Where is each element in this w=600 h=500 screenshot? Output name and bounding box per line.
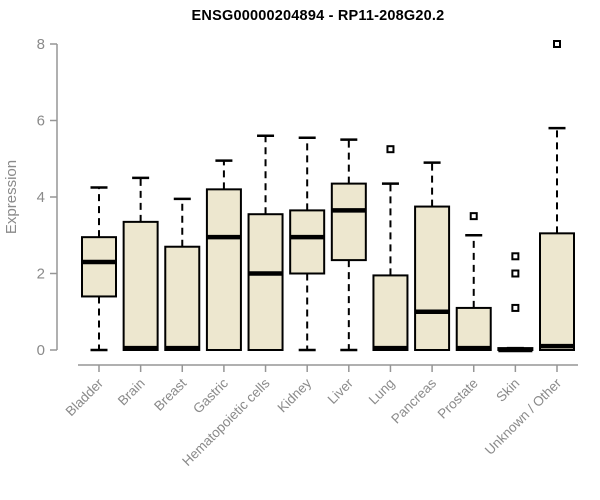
box-group-pancreas bbox=[414, 161, 451, 351]
x-tick-label-prostate: Prostate bbox=[435, 376, 481, 422]
x-tick-label-breast: Breast bbox=[151, 375, 189, 413]
iqr-box bbox=[289, 209, 326, 275]
outlier-point bbox=[511, 303, 520, 312]
y-tick-label: 8 bbox=[37, 36, 45, 53]
box-group-skin bbox=[497, 252, 534, 353]
outlier-point bbox=[511, 269, 520, 278]
box-group-hematopoietic-cells bbox=[247, 134, 284, 351]
x-tick-label-pancreas: Pancreas bbox=[388, 375, 439, 426]
outlier-point bbox=[386, 145, 395, 154]
iqr-box bbox=[81, 236, 117, 298]
x-tick-label-lung: Lung bbox=[366, 376, 398, 408]
y-tick-labels: 0 2 4 6 8 bbox=[37, 36, 45, 359]
box-group-bladder bbox=[81, 186, 117, 352]
iqr-box bbox=[247, 213, 284, 351]
x-tick-label-skin: Skin bbox=[493, 376, 522, 405]
x-tick-label-gastric: Gastric bbox=[190, 375, 231, 416]
chart-title: ENSG00000204894 - RP11-208G20.2 bbox=[191, 8, 445, 24]
box-group-gastric bbox=[205, 159, 242, 351]
iqr-box bbox=[539, 232, 575, 351]
y-axis bbox=[50, 43, 58, 351]
iqr-box bbox=[205, 188, 242, 351]
x-tick-label-unknown-other: Unknown / Other bbox=[482, 375, 565, 458]
iqr-box bbox=[372, 274, 409, 352]
y-axis-label: Expression bbox=[3, 160, 20, 234]
y-tick-label: 6 bbox=[37, 113, 45, 130]
box-group-liver bbox=[330, 138, 367, 352]
outlier-point bbox=[511, 252, 520, 261]
outlier-point bbox=[553, 40, 561, 48]
box-group-breast bbox=[164, 197, 201, 352]
box-group-brain bbox=[122, 176, 159, 351]
outlier-point bbox=[469, 212, 478, 221]
x-tick-label-brain: Brain bbox=[115, 376, 148, 409]
x-axis bbox=[78, 364, 578, 372]
x-tick-label-liver: Liver bbox=[325, 375, 357, 407]
iqr-box bbox=[455, 306, 492, 351]
iqr-box bbox=[122, 220, 159, 351]
x-tick-label-bladder: Bladder bbox=[63, 375, 107, 419]
box-group-prostate bbox=[455, 212, 492, 351]
y-tick-label: 2 bbox=[37, 266, 45, 283]
y-tick-label: 4 bbox=[37, 189, 45, 206]
box-group-kidney bbox=[289, 136, 326, 352]
x-tick-label-kidney: Kidney bbox=[275, 375, 315, 415]
iqr-box bbox=[414, 205, 451, 351]
box-group-lung bbox=[372, 145, 409, 352]
iqr-box bbox=[164, 245, 201, 352]
box-group-unknown-other bbox=[539, 40, 575, 351]
y-tick-label: 0 bbox=[37, 342, 45, 359]
iqr-box bbox=[330, 182, 367, 262]
